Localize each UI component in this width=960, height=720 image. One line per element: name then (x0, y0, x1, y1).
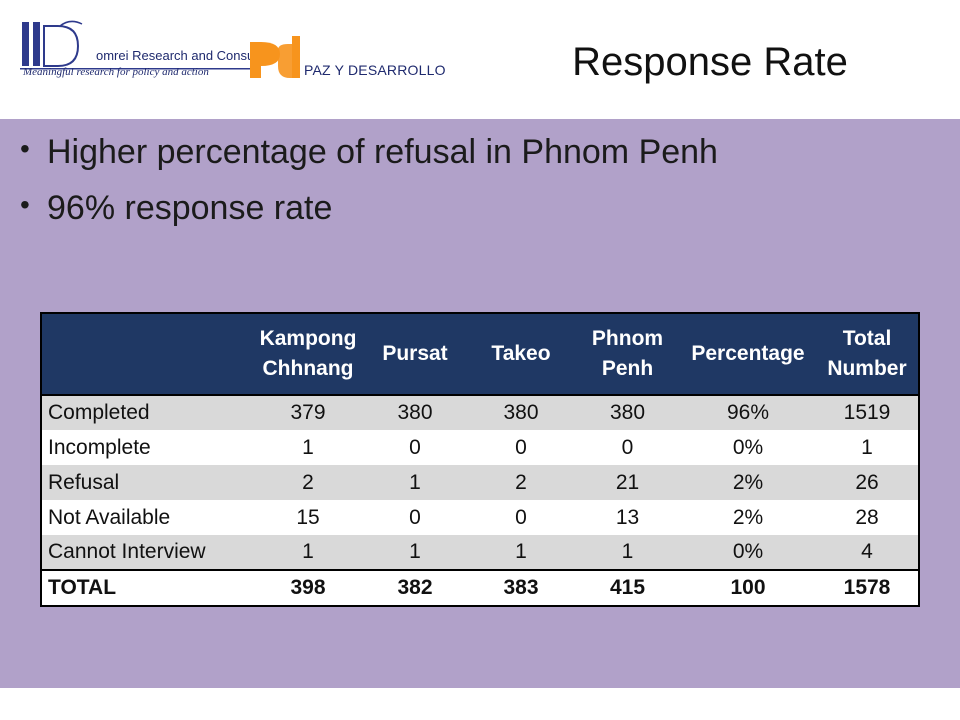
table-row: Refusal 2 1 2 21 2% 26 (42, 465, 918, 500)
row-label: Completed (42, 395, 253, 430)
table-cell: 26 (816, 465, 918, 500)
table-cell: 1578 (816, 570, 918, 605)
bullet-text: 96% response rate (47, 189, 333, 227)
response-rate-table: Kampong Chhnang Pursat Takeo Phnom Penh … (40, 312, 920, 607)
table-cell: 382 (363, 570, 467, 605)
table-cell: 1 (363, 535, 467, 570)
row-label: Incomplete (48, 435, 151, 459)
table-cell: 1 (861, 435, 873, 459)
table-cell: 0% (732, 435, 764, 459)
table-row: Cannot Interview 1 1 1 1 0% 4 (42, 535, 918, 570)
row-label: Refusal (42, 465, 253, 500)
table-cell: 1519 (816, 395, 918, 430)
domrei-company-name: omrei Research and Consulting (96, 48, 279, 63)
paz-y-desarrollo-name: PAZ Y DESARROLLO (304, 62, 446, 78)
table-row: Not Available 15 0 0 13 2% 28 (42, 500, 918, 535)
table-cell: 1 (253, 535, 363, 570)
table-cell: 2 (467, 465, 575, 500)
table-cell: 2% (680, 465, 816, 500)
header-cell-phnom-penh: Phnom Penh (575, 314, 680, 395)
bullet-text: Higher percentage of refusal in Phnom Pe… (47, 133, 718, 171)
table-cell: 380 (363, 395, 467, 430)
table-cell: 2% (732, 505, 764, 529)
table-cell: 0 (409, 505, 421, 529)
table-cell: 0 (515, 435, 527, 459)
table-cell: 379 (253, 395, 363, 430)
table-cell: 1 (363, 465, 467, 500)
table-cell: 0 (409, 435, 421, 459)
header-cell-total-number: Total Number (816, 314, 918, 395)
table-cell: 0% (680, 535, 816, 570)
table-cell: 4 (816, 535, 918, 570)
header-cell-kampong-chhnang: Kampong Chhnang (253, 314, 363, 395)
table-cell: 0 (621, 435, 634, 459)
table-cell: 28 (855, 505, 879, 529)
header-cell-blank (42, 314, 253, 395)
row-label: Cannot Interview (42, 535, 253, 570)
bullet-dot-icon: • (20, 133, 30, 164)
row-label: Not Available (48, 505, 171, 529)
table-cell: 380 (467, 395, 575, 430)
header-cell-takeo: Takeo (467, 314, 575, 395)
table-cell: 1 (575, 535, 680, 570)
bullet-list: • Higher percentage of refusal in Phnom … (20, 129, 718, 241)
table-cell: 1 (302, 435, 314, 459)
bullet-item: • Higher percentage of refusal in Phnom … (20, 129, 718, 185)
table-cell: 380 (575, 395, 680, 430)
domrei-logo-icon (20, 20, 250, 70)
table-row: Incomplete 1 0 0 0 0% 1 (42, 430, 918, 465)
table-cell: 1 (467, 535, 575, 570)
row-label: TOTAL (42, 570, 253, 605)
table-cell: 0 (515, 505, 527, 529)
table-cell: 96% (680, 395, 816, 430)
slide-title: Response Rate (572, 40, 848, 84)
paz-y-desarrollo-logo-icon (250, 36, 300, 78)
slide-header: omrei Research and Consulting Meaningful… (0, 0, 960, 119)
table-cell: 415 (575, 570, 680, 605)
table-cell: 383 (467, 570, 575, 605)
table-total-row: TOTAL 398 382 383 415 100 1578 (42, 570, 918, 605)
header-cell-percentage: Percentage (680, 314, 816, 395)
slide-content: • Higher percentage of refusal in Phnom … (0, 119, 960, 688)
table-row: Completed 379 380 380 380 96% 1519 (42, 395, 918, 430)
table-cell: 15 (296, 505, 320, 529)
header-cell-pursat: Pursat (363, 314, 467, 395)
bullet-item: • 96% response rate (20, 185, 718, 241)
slide-footer-strip (0, 688, 960, 720)
bullet-dot-icon: • (20, 189, 30, 220)
table-cell: 21 (575, 465, 680, 500)
table-cell: 2 (253, 465, 363, 500)
table-cell: 13 (615, 505, 640, 529)
table-cell: 398 (253, 570, 363, 605)
table-cell: 100 (680, 570, 816, 605)
table-header-row: Kampong Chhnang Pursat Takeo Phnom Penh … (42, 314, 918, 395)
domrei-tagline: Meaningful research for policy and actio… (23, 66, 209, 78)
